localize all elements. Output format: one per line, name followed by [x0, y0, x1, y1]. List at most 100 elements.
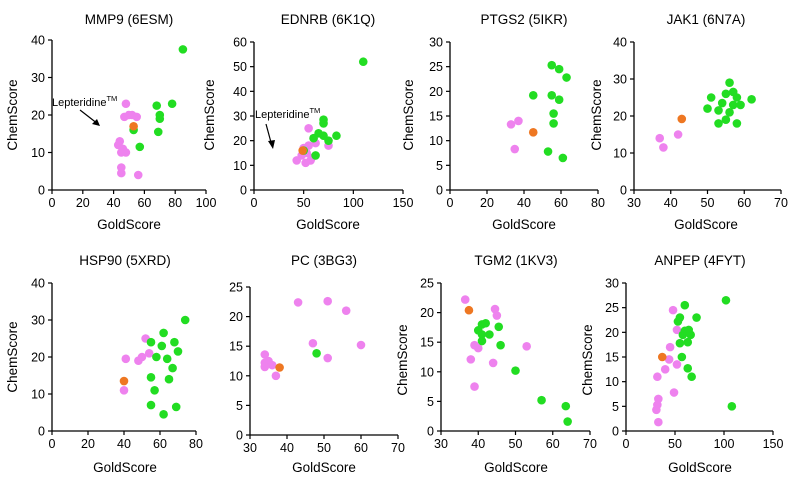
green-point: [537, 395, 546, 405]
green-point: [319, 119, 328, 128]
green-point: [692, 313, 701, 322]
y-tick-label: 20: [31, 351, 45, 365]
green-point: [358, 57, 368, 67]
x-tick-label: 80: [189, 437, 203, 451]
x-tick-label: 40: [107, 196, 121, 210]
green-point: [332, 131, 341, 141]
pink-point: [470, 382, 479, 391]
lepteridine-point: [464, 305, 474, 315]
green-point: [686, 330, 695, 340]
axes: 0 50 100 150 0 10 20 30 40 50 60: [233, 36, 413, 211]
green-point: [155, 114, 165, 124]
x-tick-label: 80: [168, 196, 182, 210]
green-point: [162, 354, 172, 364]
pink-point: [308, 338, 318, 348]
y-axis-label: ChemScore: [5, 321, 20, 392]
x-axis-label: GoldScore: [97, 217, 161, 232]
y-tick-label: 10: [429, 134, 443, 148]
pink-point: [473, 343, 483, 353]
x-tick-label: 70: [583, 437, 597, 451]
pink-point: [672, 325, 682, 335]
x-tick-label: 30: [627, 196, 641, 210]
lepteridine-point: [275, 363, 284, 372]
panel-title: MMP9 (6ESM): [85, 12, 174, 27]
y-tick-label: 10: [420, 365, 434, 379]
pink-point: [490, 304, 500, 314]
pink-point: [117, 168, 126, 178]
pink-point: [669, 388, 679, 397]
green-point: [732, 93, 742, 102]
green-point: [135, 142, 145, 152]
green-point: [312, 349, 321, 358]
x-tick-label: 20: [480, 196, 494, 210]
green-point: [703, 104, 712, 113]
data-points: [655, 78, 756, 152]
pink-point: [260, 350, 270, 359]
y-tick-label: 20: [420, 306, 434, 320]
panel-ednrb: EDNRB (6K1Q) GoldScore ChemScore 0 50 100 1…: [202, 12, 413, 232]
y-tick-label: 0: [436, 184, 443, 198]
green-point: [477, 336, 487, 346]
green-point: [547, 90, 557, 100]
green-point: [477, 330, 487, 339]
green-point: [168, 363, 177, 373]
y-tick-label: 0: [38, 425, 45, 439]
x-tick-label: 0: [49, 196, 56, 210]
y-tick-label: 40: [233, 85, 247, 99]
y-tick-label: 25: [229, 281, 243, 295]
green-point: [683, 337, 693, 347]
x-tick-label: 0: [447, 196, 454, 210]
panel-title: PTGS2 (5IKR): [480, 12, 567, 27]
x-tick-label: 150: [393, 196, 414, 210]
green-point: [171, 402, 181, 412]
green-point: [152, 101, 162, 110]
y-tick-label: 10: [233, 159, 247, 173]
pink-point: [304, 124, 313, 133]
x-tick-label: 40: [517, 196, 531, 210]
green-point: [146, 337, 156, 347]
green-point: [311, 151, 320, 160]
green-point: [543, 147, 553, 156]
y-tick-label: 5: [427, 395, 434, 409]
x-tick-label: 60: [153, 437, 167, 451]
pink-point: [260, 362, 270, 372]
x-tick-label: 0: [49, 437, 56, 451]
y-tick-label: 10: [229, 369, 243, 383]
pink-point: [119, 386, 129, 395]
green-point: [680, 300, 690, 310]
pink-point: [510, 144, 520, 154]
panel-title: TGM2 (1KV3): [474, 253, 557, 268]
y-tick-label: 25: [429, 60, 443, 74]
panel-mmp9: MMP9 (6ESM) GoldScore ChemScore 0 20 40 60 8…: [5, 12, 216, 232]
axes: 30 40 50 60 70 0 5 10 15 20 25: [229, 281, 405, 456]
x-tick-label: 70: [774, 196, 788, 210]
axes: 30 40 50 60 70 0 5 10 15 20 25: [420, 277, 597, 452]
x-tick-label: 20: [81, 437, 95, 451]
pink-point: [654, 417, 663, 427]
y-tick-label: 10: [31, 388, 45, 402]
green-point: [180, 315, 190, 325]
panel-ptgs2: PTGS2 (5IKR) GoldScore ChemScore 0 20 40 60…: [401, 12, 605, 232]
data-points: [119, 315, 190, 419]
green-point: [511, 366, 520, 375]
x-tick-label: 30: [243, 441, 257, 455]
green-point: [547, 60, 557, 70]
pink-point: [133, 170, 143, 180]
pink-point: [506, 120, 516, 129]
y-axis-label: ChemScore: [580, 324, 595, 395]
y-tick-label: 40: [31, 277, 45, 291]
green-point: [159, 410, 168, 419]
panel-tgm2: TGM2 (1KV3) GoldScore ChemScore 30 40 50 60…: [395, 253, 597, 475]
y-tick-label: 40: [31, 34, 45, 48]
x-tick-label: 0: [251, 196, 258, 210]
y-tick-label: 30: [613, 73, 627, 87]
pink-point: [522, 342, 531, 351]
y-tick-label: 5: [612, 400, 619, 414]
panel-title: ANPEP (4FYT): [654, 253, 745, 268]
pink-point: [323, 353, 333, 363]
green-point: [562, 73, 571, 82]
pink-point: [664, 355, 674, 364]
green-point: [159, 328, 168, 338]
green-point: [167, 99, 177, 109]
green-point: [496, 340, 505, 350]
